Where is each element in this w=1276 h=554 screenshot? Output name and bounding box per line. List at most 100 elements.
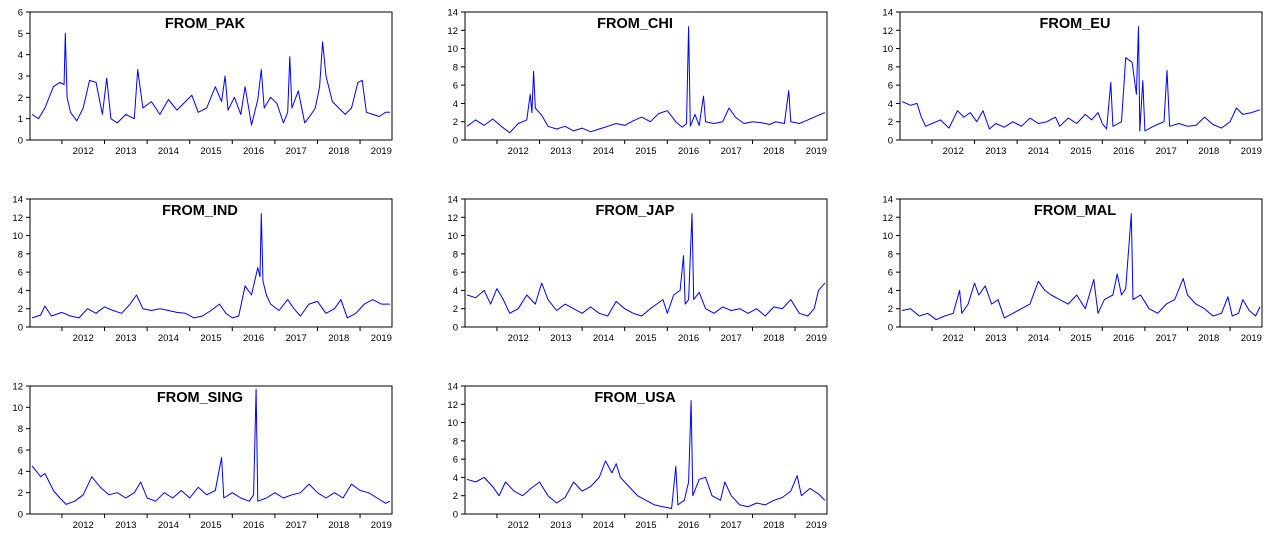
- y-tick-label: 5: [18, 29, 23, 40]
- panel-title: FROM_CHI: [597, 16, 673, 32]
- chart-panel-from-eu: 0 2 4 6 8 10 12 14 2012 2013 2014 2015 2016 2017 2018 2…: [870, 5, 1270, 180]
- y-tick-label: 0: [18, 510, 23, 521]
- x-tick-label: 2013: [115, 146, 136, 157]
- y-tick-label: 6: [18, 446, 23, 457]
- series-line: [901, 213, 1261, 321]
- y-tick-label: 14: [447, 8, 458, 19]
- y-tick-label: 8: [18, 424, 23, 435]
- y-tick-label: 8: [888, 62, 893, 73]
- x-tick-label: 2018: [763, 333, 784, 344]
- x-tick-label: 2012: [73, 146, 94, 157]
- x-tick-label: 2018: [763, 146, 784, 157]
- series-line: [31, 388, 391, 505]
- y-tick-label: 2: [18, 93, 23, 104]
- x-tick-label: 2016: [678, 146, 699, 157]
- x-tick-label: 2013: [115, 333, 136, 344]
- chart-panel-from-mal: 0 2 4 6 8 10 12 14 2012 2013 2014 2015 2016 2017 2018 2…: [870, 192, 1270, 367]
- x-tick-label: 2016: [243, 520, 264, 531]
- x-tick-label: 2018: [763, 520, 784, 531]
- y-tick-label: 6: [18, 8, 23, 19]
- chart-panel-from-pak: 0 1 2 3 4 5 6 2012 2013 2014 2015 2016 2017 2018 2019 F…: [0, 5, 400, 180]
- y-tick-label: 3: [18, 72, 23, 83]
- x-tick-label: 2013: [985, 146, 1006, 157]
- series-line: [31, 213, 390, 319]
- x-tick-label: 2017: [721, 520, 742, 531]
- y-tick-label: 6: [888, 268, 893, 279]
- panel-title: FROM_SING: [157, 390, 243, 406]
- panel-title: FROM_EU: [1040, 16, 1111, 32]
- y-tick-label: 2: [453, 491, 458, 502]
- x-tick-label: 2013: [550, 333, 571, 344]
- y-tick-label: 8: [453, 62, 458, 73]
- x-tick-label: 2015: [1070, 146, 1091, 157]
- y-tick-label: 12: [447, 213, 458, 224]
- y-tick-label: 4: [18, 50, 23, 61]
- x-tick-label: 2013: [550, 146, 571, 157]
- x-tick-label: 2012: [508, 520, 529, 531]
- y-tick-label: 14: [882, 195, 893, 206]
- y-tick-label: 4: [453, 286, 458, 297]
- x-tick-label: 2013: [985, 333, 1006, 344]
- x-tick-label: 2016: [1113, 146, 1134, 157]
- x-tick-label: 2012: [508, 146, 529, 157]
- plot-frame: [464, 385, 828, 515]
- y-tick-label: 2: [453, 117, 458, 128]
- x-tick-label: 2014: [593, 333, 614, 344]
- y-tick-label: 8: [453, 249, 458, 260]
- y-tick-label: 14: [12, 195, 23, 206]
- chart-panel-from-sing: 0 2 4 6 8 10 12 2012 2013 2014 2015 2016 2017 2018 201…: [0, 379, 400, 554]
- x-tick-label: 2016: [1113, 333, 1134, 344]
- x-tick-label: 2019: [371, 520, 392, 531]
- x-tick-label: 2018: [328, 146, 349, 157]
- y-tick-label: 0: [18, 136, 23, 147]
- x-tick-label: 2012: [73, 520, 94, 531]
- y-tick-label: 8: [888, 249, 893, 260]
- plot-frame: [899, 198, 1263, 328]
- y-tick-label: 4: [18, 467, 23, 478]
- x-tick-label: 2013: [550, 520, 571, 531]
- x-tick-label: 2015: [635, 146, 656, 157]
- x-tick-label: 2015: [635, 333, 656, 344]
- x-tick-label: 2019: [806, 146, 827, 157]
- y-tick-label: 12: [12, 382, 23, 393]
- series-line: [466, 400, 826, 509]
- chart-svg: 0 2 4 6 8 10 12 14 2012 2013 2014 2015 2016 2017 2018 2…: [447, 195, 828, 344]
- panel-title: FROM_JAP: [596, 203, 675, 219]
- x-tick-label: 2019: [371, 146, 392, 157]
- y-tick-label: 0: [888, 136, 893, 147]
- x-tick-label: 2018: [1198, 333, 1219, 344]
- y-tick-label: 6: [453, 81, 458, 92]
- plot-frame: [29, 198, 393, 328]
- series-line: [31, 32, 390, 126]
- y-tick-label: 2: [18, 488, 23, 499]
- x-tick-label: 2018: [328, 520, 349, 531]
- y-tick-label: 12: [882, 213, 893, 224]
- x-tick-label: 2019: [806, 333, 827, 344]
- y-tick-label: 12: [447, 26, 458, 37]
- panel-title: FROM_MAL: [1034, 203, 1116, 219]
- series-line: [466, 213, 826, 317]
- x-tick-label: 2015: [200, 333, 221, 344]
- y-tick-label: 2: [888, 117, 893, 128]
- x-tick-label: 2018: [328, 333, 349, 344]
- x-tick-label: 2017: [286, 333, 307, 344]
- series-line: [901, 26, 1261, 132]
- x-tick-label: 2015: [635, 520, 656, 531]
- x-tick-label: 2014: [1028, 146, 1049, 157]
- x-tick-label: 2012: [508, 333, 529, 344]
- x-tick-label: 2017: [286, 146, 307, 157]
- y-tick-label: 4: [18, 286, 23, 297]
- y-tick-label: 10: [447, 231, 458, 242]
- y-tick-label: 2: [888, 304, 893, 315]
- chart-svg: 0 2 4 6 8 10 12 2012 2013 2014 2015 2016 2017 2018 201…: [12, 382, 393, 531]
- x-tick-label: 2015: [200, 146, 221, 157]
- x-tick-label: 2012: [943, 333, 964, 344]
- y-tick-label: 8: [453, 436, 458, 447]
- panel-title: FROM_USA: [594, 390, 676, 406]
- y-tick-label: 6: [888, 81, 893, 92]
- chart-svg: 0 2 4 6 8 10 12 14 2012 2013 2014 2015 2016 2017 2018 2…: [447, 382, 828, 531]
- y-tick-label: 4: [888, 99, 893, 110]
- y-tick-label: 6: [18, 268, 23, 279]
- y-tick-label: 14: [447, 382, 458, 393]
- x-tick-label: 2014: [158, 333, 179, 344]
